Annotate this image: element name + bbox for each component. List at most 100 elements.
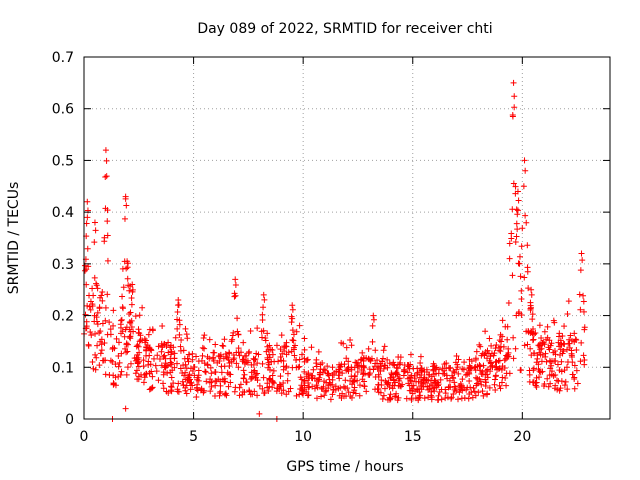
data-point (123, 202, 130, 209)
data-point (539, 368, 546, 375)
data-point (290, 337, 297, 344)
data-point (220, 343, 227, 350)
data-point (540, 382, 547, 389)
data-point (571, 374, 578, 381)
data-point (482, 382, 489, 389)
data-point (289, 327, 296, 334)
data-point (396, 382, 403, 389)
data-point (239, 391, 246, 398)
data-point (202, 368, 209, 375)
data-point (267, 346, 274, 353)
data-point (127, 309, 134, 316)
data-point (256, 382, 263, 389)
data-point (124, 364, 131, 371)
data-point (417, 353, 424, 360)
x-axis: 0 5 10 15 20 (80, 57, 531, 445)
data-point (175, 388, 182, 395)
data-point (528, 352, 535, 359)
data-point (204, 362, 211, 369)
data-point (301, 377, 308, 384)
data-point (160, 371, 167, 378)
data-point (466, 378, 473, 385)
data-point (259, 385, 266, 392)
data-point (165, 339, 172, 346)
data-point (139, 304, 146, 311)
data-point (520, 183, 527, 190)
data-point (506, 240, 513, 247)
data-point (296, 391, 303, 398)
data-point (121, 215, 128, 222)
data-point (146, 345, 153, 352)
data-point (128, 294, 135, 301)
data-point (453, 366, 460, 373)
data-point (343, 367, 350, 374)
data-point (187, 379, 194, 386)
data-point (357, 357, 364, 364)
data-point (149, 373, 156, 380)
data-point (256, 410, 263, 417)
data-point (168, 348, 175, 355)
data-point (318, 393, 325, 400)
data-point (528, 291, 535, 298)
data-point (510, 180, 517, 187)
data-point (488, 342, 495, 349)
data-point (541, 328, 548, 335)
data-point (243, 379, 250, 386)
data-point (135, 343, 142, 350)
data-point (581, 324, 588, 331)
data-point (522, 167, 529, 174)
data-point (259, 311, 266, 318)
data-point (233, 360, 240, 367)
data-point (514, 188, 521, 195)
data-point (521, 157, 528, 164)
data-point (551, 385, 558, 392)
data-point (88, 332, 95, 339)
data-point (342, 377, 349, 384)
data-point (509, 272, 516, 279)
data-point (348, 342, 355, 349)
data-point (530, 365, 537, 372)
data-point (92, 330, 99, 337)
data-point (207, 376, 214, 383)
data-point (292, 342, 299, 349)
data-point (478, 370, 485, 377)
data-point (437, 376, 444, 383)
data-point (182, 325, 189, 332)
data-point (177, 365, 184, 372)
data-point (529, 316, 536, 323)
data-point (562, 378, 569, 385)
data-point (310, 366, 317, 373)
data-point (195, 377, 202, 384)
data-point (449, 372, 456, 379)
data-point (186, 351, 193, 358)
data-point (374, 365, 381, 372)
data-point (163, 388, 170, 395)
data-point (455, 356, 462, 363)
data-point (360, 354, 367, 361)
data-point (495, 357, 502, 364)
data-point (107, 326, 114, 333)
data-point (450, 368, 457, 375)
data-point (542, 350, 549, 357)
data-point (390, 374, 397, 381)
data-point (202, 369, 209, 376)
data-point (322, 367, 329, 374)
data-point (350, 389, 357, 396)
data-points (81, 79, 588, 422)
data-point (143, 370, 150, 377)
data-point (186, 371, 193, 378)
data-point (176, 331, 183, 338)
data-point (190, 364, 197, 371)
data-point (251, 388, 258, 395)
data-point (387, 395, 394, 402)
data-point (544, 323, 551, 330)
data-point (123, 324, 130, 331)
data-point (308, 372, 315, 379)
data-point (231, 290, 238, 297)
data-point (161, 363, 168, 370)
data-point (374, 386, 381, 393)
data-point (167, 369, 174, 376)
data-point (484, 390, 491, 397)
data-point (496, 337, 503, 344)
data-point (197, 387, 204, 394)
